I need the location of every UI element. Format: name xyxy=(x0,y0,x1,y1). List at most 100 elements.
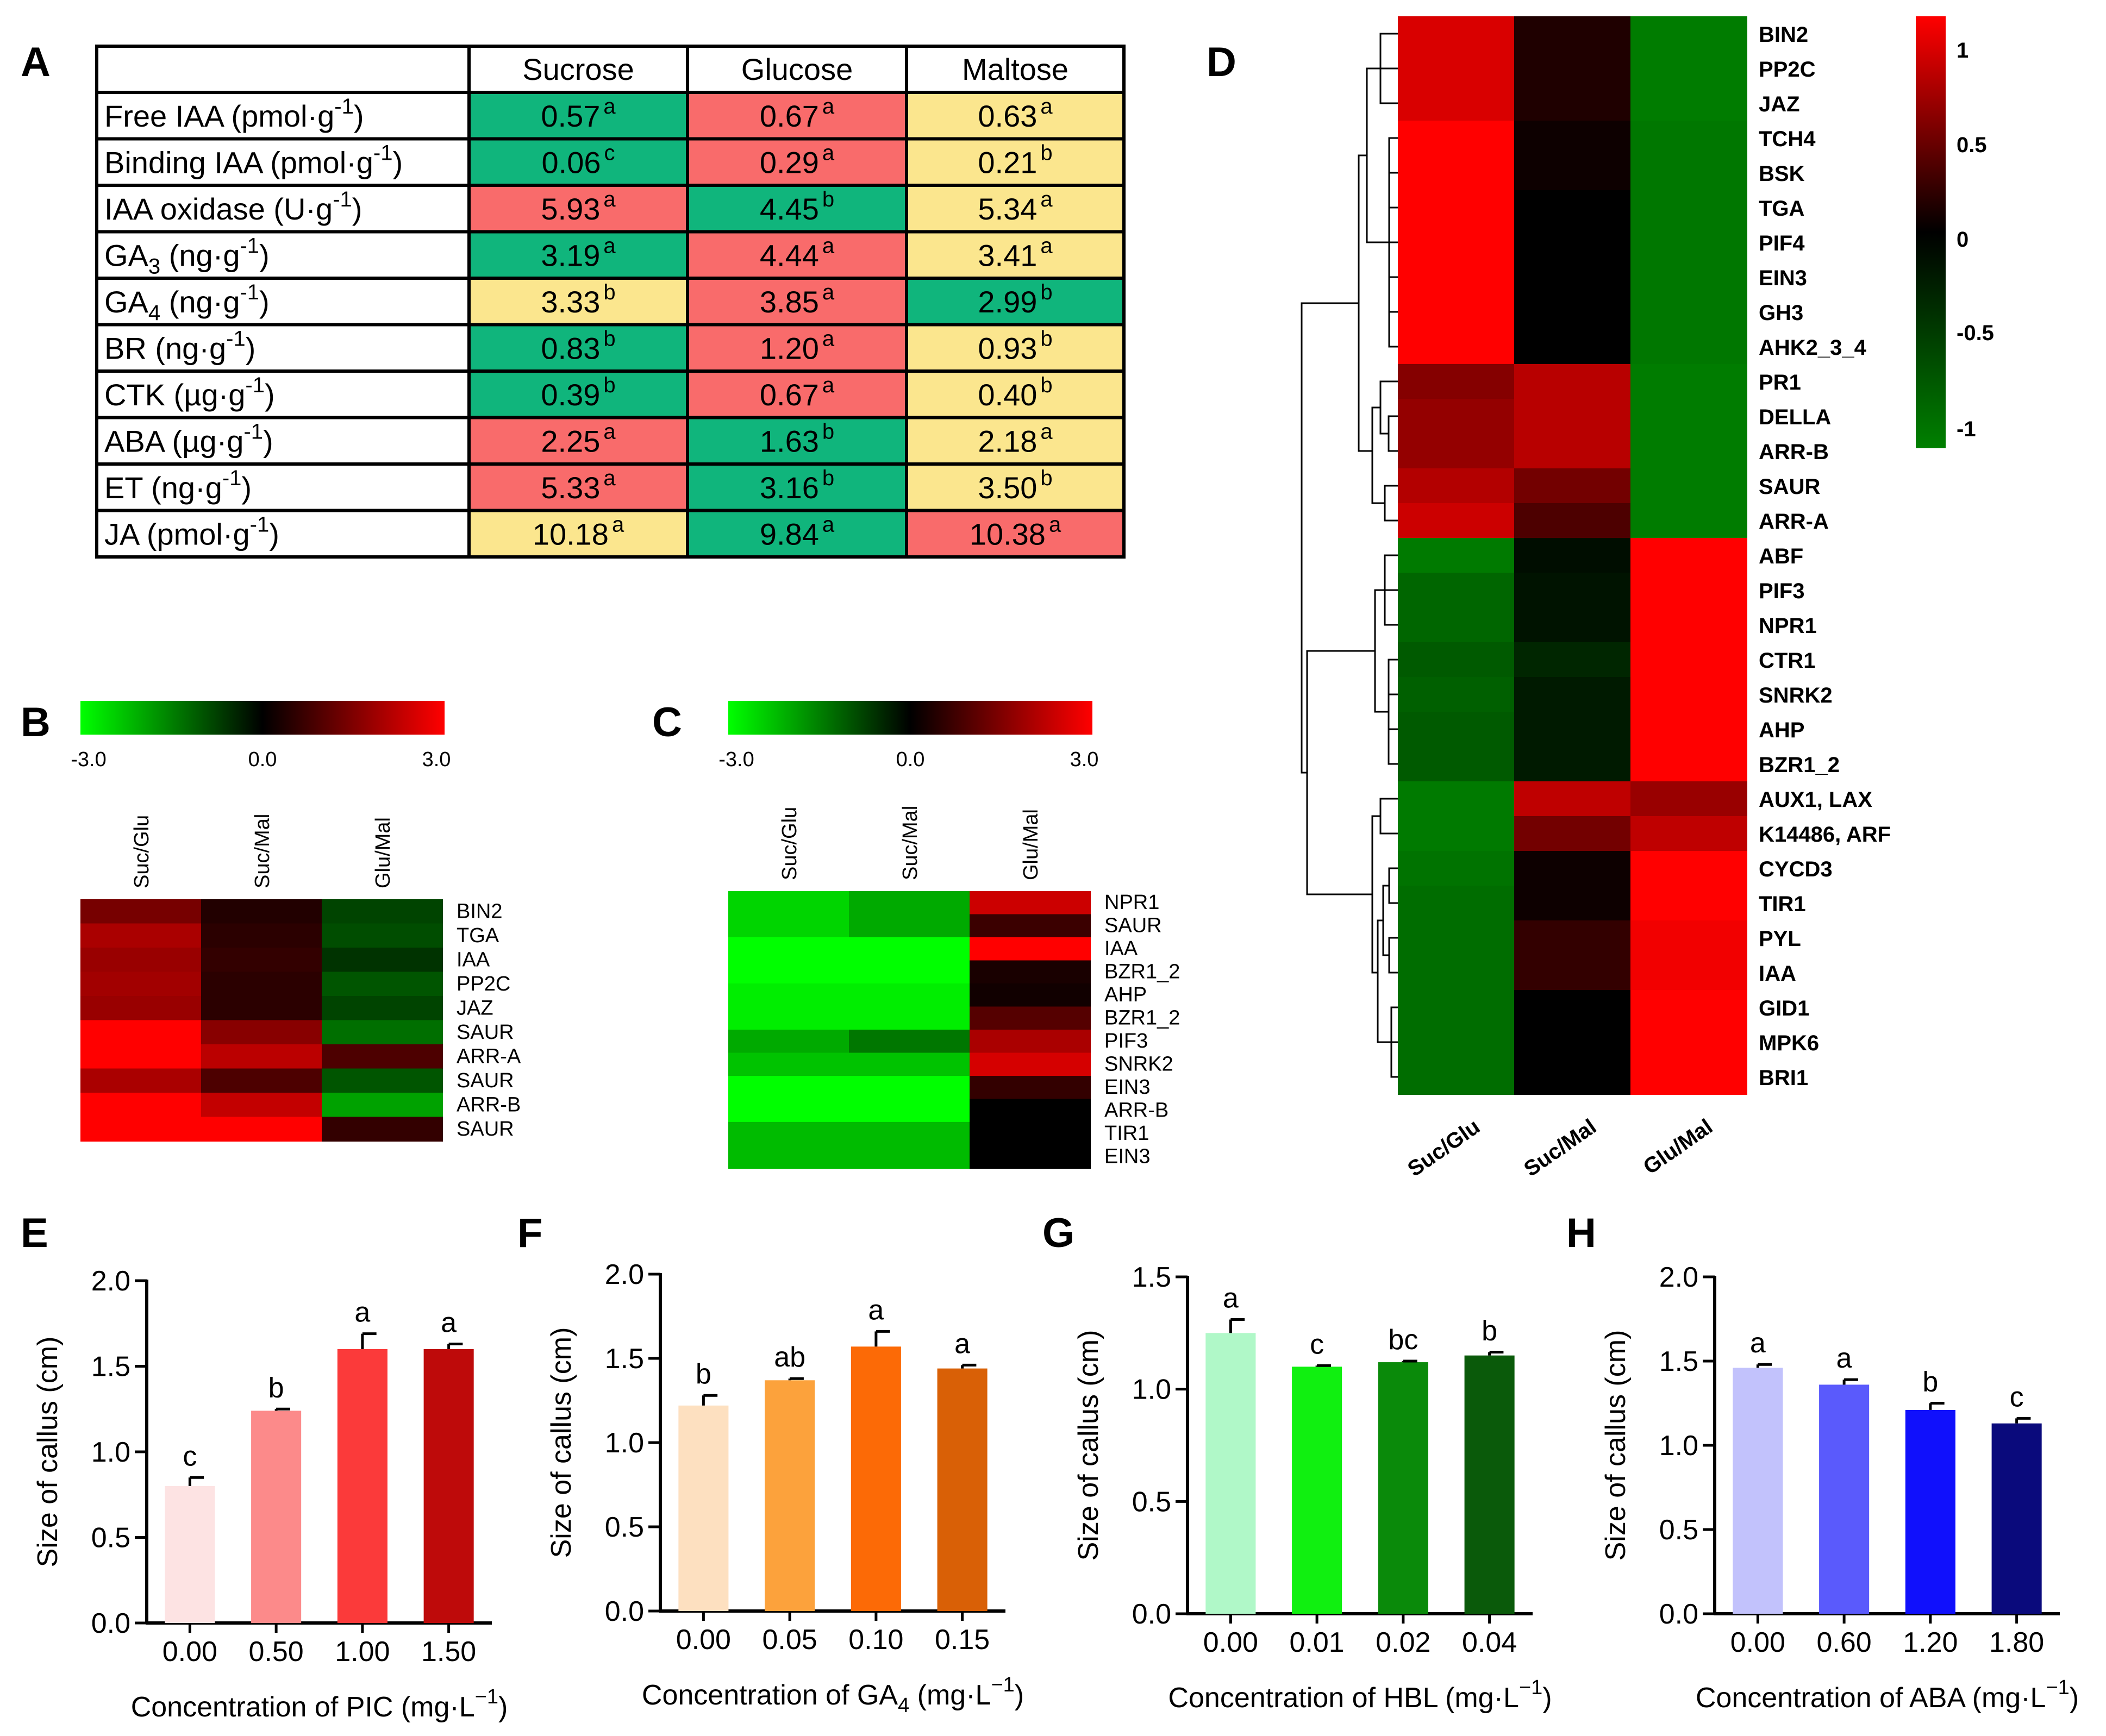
heatmap-cell xyxy=(849,1052,970,1076)
cell-number: 3.16 xyxy=(760,471,819,505)
cell-significance-letter: a xyxy=(612,513,624,537)
cell-significance-letter: b xyxy=(1040,466,1052,490)
cell-significance-letter: b xyxy=(603,373,615,397)
colorbar-tick-label: 0.5 xyxy=(1957,133,1987,157)
x-tick-label: 0.15 xyxy=(935,1624,990,1656)
x-label-text: Concentration of PIC (mg·L xyxy=(131,1691,475,1723)
row-label-text: ) xyxy=(354,99,364,133)
cell-significance-letter: a xyxy=(1040,95,1053,118)
table-cell-value: 2.99 b xyxy=(978,280,1052,319)
heatmap-row-label: ARR-A xyxy=(457,1045,521,1068)
heatmap-row-label: IAA xyxy=(1104,937,1138,960)
heatmap-cell xyxy=(1398,190,1515,225)
heatmap-cell xyxy=(1630,329,1747,365)
colorbar-tick-label: -3.0 xyxy=(71,748,106,771)
heatmap-cell xyxy=(1630,294,1747,330)
significance-letter: b xyxy=(1922,1367,1938,1398)
heatmap-cell xyxy=(201,899,322,924)
heatmap-cell xyxy=(1630,434,1747,469)
table-cell-value: 9.84 a xyxy=(760,513,835,551)
dendrogram-branch xyxy=(1379,798,1398,835)
heatmap-row-label: BZR1_2 xyxy=(1104,1007,1180,1030)
row-label-superscript: -1 xyxy=(226,327,246,351)
significance-letter: a xyxy=(354,1297,370,1328)
table-cell xyxy=(907,92,1124,139)
heatmap-cell xyxy=(322,899,443,924)
heatmap-cell xyxy=(201,1068,322,1093)
heatmap-row-label: IAA xyxy=(1759,962,1796,986)
heatmap-cell xyxy=(1514,503,1631,538)
row-label-text: CTK (µg·g xyxy=(104,378,245,412)
heatmap-row-label: ARR-B xyxy=(1104,1099,1168,1122)
table-cell-value: 2.25 a xyxy=(541,420,616,459)
heatmap-cell xyxy=(1630,677,1747,712)
bar xyxy=(765,1380,815,1611)
row-label-superscript: -1 xyxy=(373,141,393,165)
table-cell-value: 3.41 a xyxy=(978,234,1053,273)
heatmap-cell xyxy=(322,923,443,948)
bar xyxy=(423,1349,474,1623)
colorbar xyxy=(728,701,1092,735)
heatmap-cell xyxy=(849,1145,970,1169)
heatmap-cell xyxy=(1630,225,1747,260)
y-axis-label: Size of callus (cm) xyxy=(546,1327,577,1558)
cell-significance-letter: a xyxy=(603,95,616,118)
heatmap-cell xyxy=(1398,260,1515,295)
heatmap-cell xyxy=(1514,16,1631,52)
heatmap-cell xyxy=(1630,190,1747,225)
row-label-superscript: -1 xyxy=(334,95,354,118)
significance-letter: c xyxy=(1310,1328,1324,1360)
table-cell xyxy=(469,510,688,557)
table-cell-value: 0.40 b xyxy=(978,373,1052,412)
heatmap-cell xyxy=(1514,607,1631,643)
table-cell xyxy=(907,278,1124,325)
cell-significance-letter: b xyxy=(1040,280,1052,304)
heatmap-cell xyxy=(1630,260,1747,295)
heatmap-cell xyxy=(1398,747,1515,782)
heatmap-cell xyxy=(1514,1060,1631,1095)
cell-significance-letter: a xyxy=(1049,513,1061,537)
heatmap-cell xyxy=(1630,155,1747,191)
x-tick-label: 0.00 xyxy=(676,1624,731,1656)
heatmap-cell xyxy=(1398,851,1515,886)
x-label-superscript: −1 xyxy=(475,1685,498,1708)
heatmap-cell xyxy=(1398,781,1515,817)
heatmap-column-label: Suc/Mal xyxy=(251,814,274,888)
heatmap-cell xyxy=(1514,677,1631,712)
heatmap-cell xyxy=(80,996,202,1021)
heatmap-cell xyxy=(1514,364,1631,399)
cell-number: 10.18 xyxy=(533,517,609,551)
heatmap-row-label: DELLA xyxy=(1759,405,1831,429)
heatmap-cell xyxy=(728,914,849,938)
row-label-text: ) xyxy=(393,146,403,180)
table-row-label: IAA oxidase (U·g-1) xyxy=(104,187,362,226)
table-cell-value: 0.21 b xyxy=(978,141,1052,180)
row-label-text: ET (ng·g xyxy=(104,471,222,505)
cell-number: 5.93 xyxy=(541,192,600,226)
heatmap-cell xyxy=(970,960,1091,984)
y-tick-label: 1.5 xyxy=(605,1343,644,1375)
table-row-label: ET (ng·g-1) xyxy=(104,466,252,505)
heatmap-cell xyxy=(1398,1025,1515,1060)
heatmap-cell xyxy=(80,899,202,924)
heatmap-cell xyxy=(80,948,202,973)
heatmap-cell xyxy=(1398,364,1515,399)
bar xyxy=(251,1411,302,1623)
heatmap-cell xyxy=(1514,573,1631,608)
table-cell-value: 0.29 a xyxy=(760,141,835,180)
table-cell-value: 0.67 a xyxy=(760,373,835,412)
row-label-text: GA xyxy=(104,285,149,319)
heatmap-cell xyxy=(1630,538,1747,573)
row-label-subscript: 3 xyxy=(148,255,160,279)
row-label-text: Binding IAA (pmol·g xyxy=(104,146,373,180)
heatmap-cell xyxy=(970,937,1091,961)
heatmap-cell xyxy=(970,1030,1091,1054)
y-tick-label: 1.5 xyxy=(1132,1262,1171,1293)
table-cell-value: 2.18 a xyxy=(978,420,1053,459)
bar xyxy=(1733,1368,1783,1614)
heatmap-cell xyxy=(1398,816,1515,851)
heatmap-cell xyxy=(201,972,322,997)
heatmap-cell xyxy=(1398,155,1515,191)
row-label-superscript: -1 xyxy=(250,513,270,537)
heatmap-row-label: PIF3 xyxy=(1104,1030,1148,1052)
